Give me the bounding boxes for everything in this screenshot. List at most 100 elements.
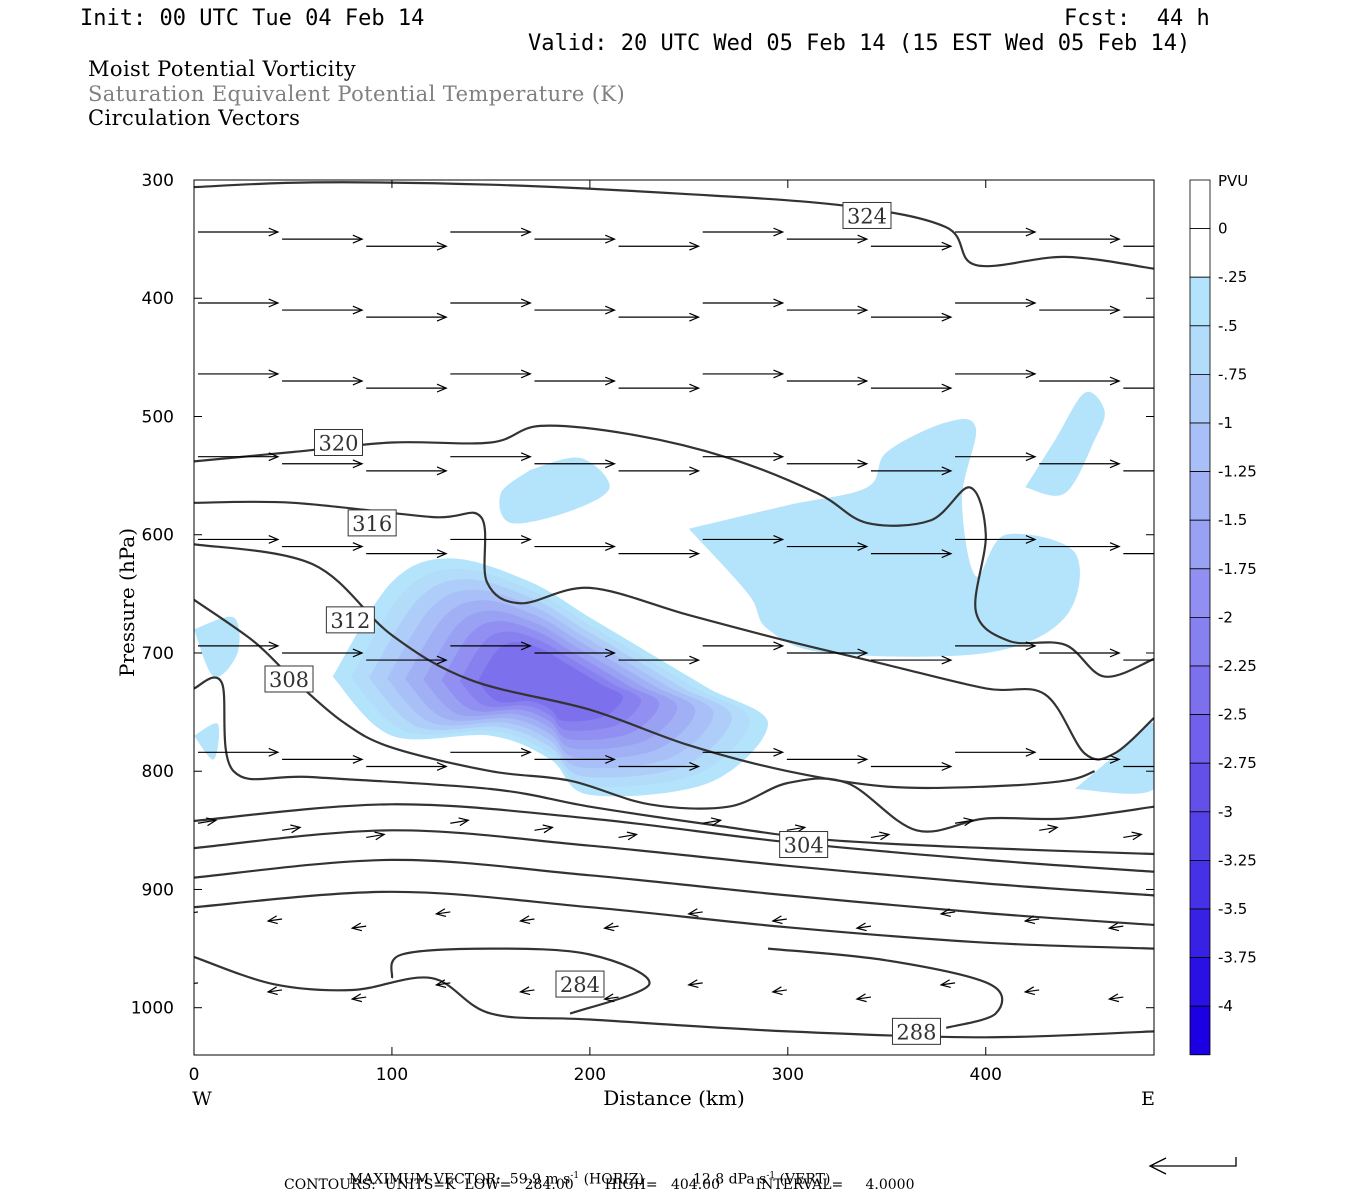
max-vector-line: MAXIMUM VECTOR: 59.9 m s-1 (HORIZ) 12.8 … bbox=[340, 1158, 831, 1188]
vector-arrowhead bbox=[857, 754, 869, 764]
title-mpv: Moist Potential Vorticity bbox=[88, 57, 356, 81]
vector-arrowhead bbox=[206, 817, 218, 827]
vector-arrowhead bbox=[687, 908, 699, 918]
theta-contour-284 bbox=[390, 947, 651, 1015]
colorbar-tick-label: -1.75 bbox=[1218, 560, 1257, 578]
vector-arrowhead bbox=[520, 369, 532, 379]
mpv-region-5-layer-0 bbox=[194, 616, 240, 678]
colorbar-swatch bbox=[1189, 908, 1211, 958]
vector-arrowhead bbox=[939, 908, 951, 918]
y-tick-label: 800 bbox=[142, 762, 174, 782]
vector-arrowhead bbox=[436, 383, 448, 393]
vector-arrowhead bbox=[352, 376, 364, 386]
horiz-tag: (HORIZ) bbox=[583, 1171, 644, 1188]
colorbar-tick-label: -4 bbox=[1218, 997, 1233, 1015]
circulation-vector bbox=[352, 996, 367, 1000]
vector-arrowhead bbox=[771, 915, 783, 925]
colorbar-tick-label: -2.75 bbox=[1218, 754, 1257, 772]
vector-arrowhead bbox=[941, 762, 953, 771]
circulation-vector bbox=[194, 911, 199, 914]
vector-arrowhead bbox=[1109, 459, 1121, 469]
contour-label: 320 bbox=[318, 432, 358, 456]
vector-arrowhead bbox=[773, 747, 785, 757]
vector-arrowhead bbox=[941, 312, 953, 322]
vector-arrowhead bbox=[436, 466, 448, 476]
vector-arrowhead bbox=[855, 922, 867, 932]
circulation-vector bbox=[1039, 826, 1058, 831]
y-tick-label: 900 bbox=[142, 880, 174, 900]
vector-arrowhead bbox=[184, 909, 194, 917]
vector-arrowhead bbox=[626, 831, 639, 841]
vector-arrowhead bbox=[605, 542, 616, 552]
vector-arrowhead bbox=[268, 227, 280, 237]
vector-arrowhead bbox=[1107, 993, 1120, 1003]
x-tick-label: 100 bbox=[376, 1065, 408, 1085]
circulation-vector bbox=[520, 989, 535, 993]
vector-arrowhead bbox=[1025, 452, 1037, 462]
vector-arrowhead bbox=[436, 241, 448, 251]
y-tick-label: 700 bbox=[142, 644, 174, 664]
x-end-label-east: E bbox=[1141, 1088, 1155, 1110]
vector-arrowhead bbox=[773, 452, 785, 462]
circulation-vector bbox=[688, 982, 703, 986]
vector-arrowhead bbox=[1025, 747, 1037, 757]
vector-arrowhead bbox=[1109, 234, 1121, 244]
colorbar-tick-label: -2.25 bbox=[1218, 657, 1257, 675]
vector-arrowhead bbox=[689, 762, 701, 771]
x-tick-label: 200 bbox=[574, 1065, 606, 1085]
circulation-vector bbox=[856, 925, 872, 929]
vert-tag: (VERT) bbox=[779, 1171, 831, 1188]
colorbar-swatch bbox=[1189, 471, 1211, 521]
vector-arrowhead bbox=[520, 535, 532, 544]
vector-arrowhead bbox=[518, 915, 531, 925]
vector-arrowhead bbox=[434, 908, 447, 918]
circulation-vector bbox=[786, 826, 805, 831]
vector-arrowhead bbox=[857, 376, 869, 386]
vector-arrowhead bbox=[268, 535, 280, 544]
vector-arrowhead bbox=[689, 383, 701, 393]
contour-label-box bbox=[555, 970, 605, 998]
vector-arrowhead bbox=[352, 542, 364, 552]
vector-arrowhead bbox=[605, 648, 616, 658]
vector-arrowhead bbox=[1109, 648, 1121, 658]
vector-arrowhead bbox=[773, 227, 785, 237]
theta-contour-324 bbox=[194, 181, 1154, 270]
colorbar-swatch bbox=[1189, 714, 1211, 764]
contour-label-box bbox=[779, 831, 829, 859]
circulation-vector bbox=[1123, 833, 1142, 839]
vector-arrowhead bbox=[857, 542, 869, 552]
colorbar-tick-label: -3.5 bbox=[1218, 900, 1247, 918]
theta-contour-312 bbox=[194, 543, 1095, 790]
circulation-vector bbox=[267, 989, 283, 993]
contours-line: CONTOURS: UNITS=K LOW= 284.00 HIGH= 404.… bbox=[284, 1177, 915, 1193]
theta-contour-320 bbox=[194, 424, 1154, 678]
vector-arrowhead bbox=[458, 817, 470, 827]
contour-label: 316 bbox=[352, 512, 392, 536]
vector-arrowhead bbox=[771, 986, 783, 996]
vector-arrowhead bbox=[689, 466, 701, 476]
vector-arrowhead bbox=[689, 655, 701, 665]
circulation-vector bbox=[688, 911, 703, 915]
vector-arrowhead bbox=[605, 305, 616, 315]
circulation-vector bbox=[352, 925, 367, 929]
x-tick-label: 0 bbox=[189, 1065, 200, 1085]
vector-arrowhead bbox=[857, 648, 869, 658]
vert-unit: dPa s bbox=[728, 1171, 767, 1188]
vector-arrowhead bbox=[1025, 227, 1037, 237]
colorbar-swatch bbox=[1189, 325, 1211, 375]
y-tick-label: 1000 bbox=[131, 999, 174, 1019]
contour-label: 324 bbox=[847, 204, 887, 228]
vector-arrowhead bbox=[605, 754, 616, 764]
vector-arrowhead bbox=[773, 641, 785, 651]
vector-arrowhead bbox=[773, 535, 785, 544]
vector-arrowhead bbox=[352, 648, 364, 658]
circulation-vector bbox=[534, 826, 553, 831]
colorbar-swatch bbox=[1189, 179, 1211, 229]
circulation-vector bbox=[772, 989, 787, 993]
circulation-vector bbox=[197, 819, 217, 824]
title-vectors: Circulation Vectors bbox=[88, 106, 301, 130]
vector-arrowhead bbox=[350, 922, 363, 932]
colorbar-label: PVU bbox=[1218, 172, 1248, 190]
circulation-vector bbox=[450, 819, 469, 824]
